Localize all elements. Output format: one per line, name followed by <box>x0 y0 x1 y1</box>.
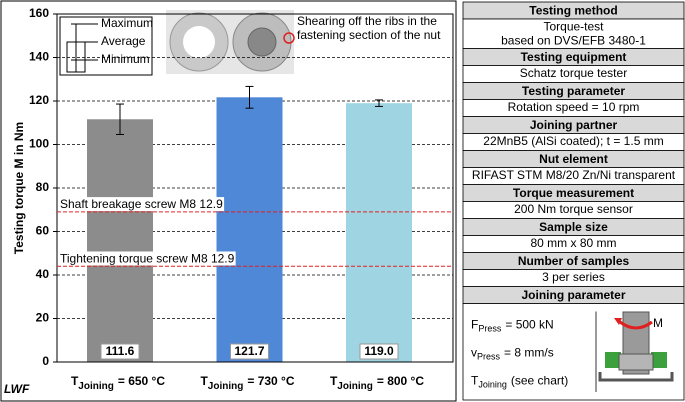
value-label-box <box>100 343 140 360</box>
photo-note: Shearing off the ribs in the <box>297 14 437 28</box>
logo: LWF <box>4 382 30 396</box>
table-header: Nut element <box>539 152 608 166</box>
y-tick-label: 160 <box>29 6 49 20</box>
key-label: Minimum <box>101 52 150 66</box>
label-text: = 800 °C <box>377 374 424 388</box>
key-label: Average <box>101 34 146 48</box>
y-axis-label: Testing torque M in Nm <box>12 122 26 254</box>
label-text: = 730 °C <box>247 374 294 388</box>
table-header: Testing method <box>529 4 617 18</box>
x-tick-label: TJoining = 650 °C <box>71 374 165 391</box>
table-value: RIFAST STM M8/20 Zn/Ni transparent <box>472 168 676 182</box>
table-cell <box>462 18 685 49</box>
symbol: T <box>471 374 479 388</box>
table-value: 80 mm x 80 mm <box>530 236 616 250</box>
subscript: Joining <box>478 380 507 390</box>
symbol: T <box>200 374 208 388</box>
joining-param: FPress = 500 kN <box>471 318 554 334</box>
table-header: Testing equipment <box>521 50 627 64</box>
table-header: Joining parameter <box>521 288 625 302</box>
y-tick-label: 120 <box>29 93 49 107</box>
photo-marker <box>283 32 295 44</box>
bolt-image <box>598 311 674 382</box>
y-tick-label: 60 <box>36 224 50 238</box>
reference-label: Shaft breakage screw M8 12.9 <box>60 197 223 211</box>
subscript: Joining <box>208 381 244 392</box>
y-tick-label: 80 <box>36 180 50 194</box>
value-label: 119.0 <box>364 344 394 358</box>
torque-arrow <box>619 320 653 330</box>
y-tick-label: 20 <box>36 311 50 325</box>
subscript: Joining <box>337 381 373 392</box>
photos <box>166 10 295 74</box>
symbol: v <box>471 346 477 360</box>
bar <box>216 97 283 363</box>
image-label: M <box>653 316 663 330</box>
table-value: 200 Nm torque sensor <box>514 202 633 216</box>
photo-note: fastening section of the nut <box>297 28 441 42</box>
y-tick-label: 0 <box>42 354 49 368</box>
x-tick-label: TJoining = 800 °C <box>330 374 424 391</box>
clamp <box>651 352 667 368</box>
photo-nut-hole <box>183 26 215 58</box>
x-tick-label: TJoining = 730 °C <box>200 374 294 391</box>
key-label: Maximum <box>101 16 153 30</box>
table-header: Number of samples <box>518 254 630 268</box>
reference-label-bg <box>59 251 236 266</box>
table-header: Testing parameter <box>522 84 625 98</box>
y-tick-label: 140 <box>29 50 49 64</box>
label-text: (see chart) <box>511 374 568 388</box>
plot-border <box>56 13 454 363</box>
label-text: = 650 °C <box>118 374 165 388</box>
joining-param: vPress = 8 mm/s <box>471 346 554 362</box>
table-header: Joining partner <box>530 118 618 132</box>
table-header-cell <box>462 286 685 304</box>
table-value: 3 per series <box>542 270 605 284</box>
value-label-box <box>230 343 269 360</box>
table-value: based on DVS/EFB 3480-1 <box>501 34 646 48</box>
table-value: Schatz torque tester <box>520 66 627 80</box>
error-bar-key <box>59 16 153 76</box>
symbol: T <box>71 374 79 388</box>
y-tick-label: 100 <box>29 137 49 151</box>
value-label: 111.6 <box>106 344 135 358</box>
chart-frame <box>0 0 457 402</box>
subscript: Press <box>478 324 502 334</box>
table-value: 22MnB5 (AlSi coated); t = 1.5 mm <box>483 134 663 148</box>
table-header: Sample size <box>539 220 608 234</box>
value-label: 121.7 <box>234 344 264 358</box>
symbol: T <box>330 374 338 388</box>
bar <box>87 119 153 363</box>
subscript: Joining <box>78 381 114 392</box>
reference-label: Tightening torque screw M8 12.9 <box>60 251 235 265</box>
nut <box>618 353 654 371</box>
label-text: = 500 kN <box>505 318 553 332</box>
bar <box>346 103 412 363</box>
table-value: Torque-test <box>543 20 604 34</box>
photo-nut-hole <box>247 27 277 57</box>
label-text: = 8 mm/s <box>504 346 554 360</box>
torque-arrowhead <box>614 318 622 325</box>
clamp <box>605 352 621 368</box>
table-value: Rotation speed = 10 rpm <box>508 100 640 114</box>
table-header: Torque measurement <box>513 186 634 200</box>
symbol: F <box>471 318 478 332</box>
y-tick-label: 40 <box>36 267 50 281</box>
subscript: Press <box>477 352 501 362</box>
joining-param: TJoining (see chart) <box>471 374 568 390</box>
sheet <box>598 372 674 382</box>
value-label-box <box>359 343 399 360</box>
reference-label-bg <box>59 197 225 212</box>
key-bar <box>66 41 86 73</box>
key-box <box>59 16 153 76</box>
